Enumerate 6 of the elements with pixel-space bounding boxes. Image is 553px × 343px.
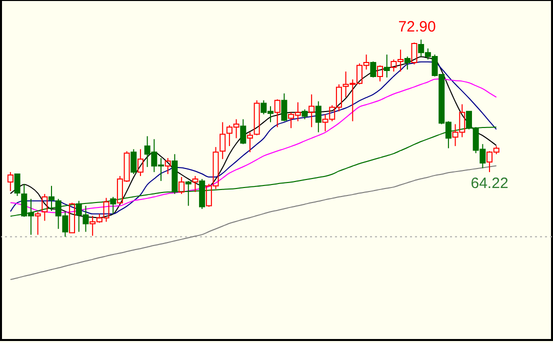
candlestick — [220, 122, 226, 160]
annotation: 64.22 — [470, 175, 508, 192]
candlestick — [384, 54, 390, 78]
annotation: 72.90 — [398, 18, 436, 36]
candlestick — [48, 185, 55, 212]
candlestick — [308, 94, 315, 128]
